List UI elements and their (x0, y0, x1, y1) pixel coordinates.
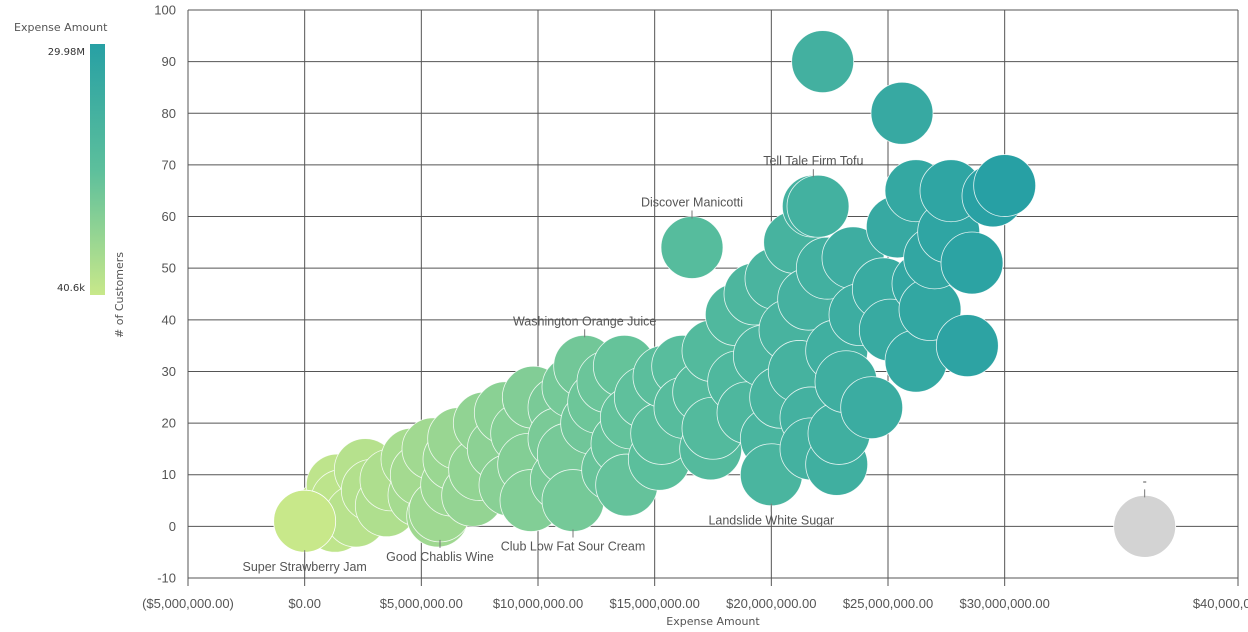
y-tick-label: 60 (162, 209, 176, 224)
annotation: Super Strawberry Jam (242, 550, 367, 574)
x-tick-label: $25,000,000.00 (843, 596, 933, 611)
annotation: Good Chablis Wine (386, 539, 494, 564)
legend-max-label: 29.98M (48, 47, 85, 58)
annotation-label: - (1143, 474, 1147, 488)
x-tick-label: $20,000,000.00 (726, 596, 816, 611)
annotation: Club Low Fat Sour Cream (501, 529, 646, 554)
x-axis-title: Expense Amount (666, 615, 760, 628)
x-tick-label: ($5,000,000.00) (142, 596, 234, 611)
bubble[interactable] (870, 81, 934, 145)
bubble[interactable] (840, 376, 904, 440)
x-tick-label: $10,000,000.00 (493, 596, 583, 611)
y-axis-ticks: -10 0 10 20 30 40 50 60 70 80 90 100 (154, 3, 176, 586)
legend-title: Expense Amount (14, 21, 108, 34)
x-tick-label: $15,000,000.00 (609, 596, 699, 611)
y-tick-label: 80 (162, 106, 176, 121)
y-tick-label: 10 (162, 467, 176, 482)
legend: Expense Amount 29.98M 40.6k (14, 21, 108, 295)
annotation-label: Good Chablis Wine (386, 550, 494, 564)
x-tick-label: $5,000,000.00 (380, 596, 463, 611)
y-axis-title: # of Customers (113, 252, 126, 338)
y-tick-label: 40 (162, 312, 176, 327)
annotation: Discover Manicotti (641, 196, 743, 219)
annotations: Tell Tale Firm Tofu Discover Manicotti Was… (242, 154, 1146, 574)
bubble[interactable] (273, 489, 337, 553)
annotation-label: Discover Manicotti (641, 196, 743, 210)
bubble[interactable] (660, 216, 724, 279)
bubble-null[interactable] (1113, 494, 1177, 558)
x-tick-label: $0.00 (288, 596, 321, 611)
annotation: Washington Orange Juice (513, 314, 656, 338)
y-tick-label: -10 (157, 571, 176, 586)
annotation: - (1143, 474, 1147, 498)
bubble[interactable] (973, 154, 1037, 217)
y-tick-label: 90 (162, 54, 176, 69)
annotation: Landslide White Sugar (708, 503, 834, 528)
annotation-label: Washington Orange Juice (513, 314, 656, 328)
bubbles (273, 30, 1177, 558)
y-tick-label: 100 (154, 3, 176, 18)
legend-color-bar (90, 44, 105, 295)
legend-min-label: 40.6k (57, 283, 85, 294)
annotation-label: Club Low Fat Sour Cream (501, 540, 646, 554)
x-tick-label: $30,000,000.00 (959, 596, 1049, 611)
x-tick-label: $40,000,000.00 (1193, 596, 1248, 611)
bubble[interactable] (940, 231, 1004, 295)
y-tick-label: 20 (162, 416, 176, 431)
y-tick-label: 30 (162, 364, 176, 379)
y-tick-label: 0 (169, 519, 176, 534)
y-tick-label: 50 (162, 261, 176, 276)
y-tick-label: 70 (162, 157, 176, 172)
annotation-label: Landslide White Sugar (708, 514, 834, 528)
x-axis-ticks: ($5,000,000.00) $0.00 $5,000,000.00 $10,000… (142, 578, 1248, 611)
bubble[interactable] (786, 174, 850, 238)
annotation: Tell Tale Firm Tofu (763, 154, 864, 178)
bubble[interactable] (935, 314, 999, 378)
bubble[interactable] (791, 30, 855, 94)
annotation-label: Tell Tale Firm Tofu (763, 154, 863, 168)
annotation-label: Super Strawberry Jam (242, 560, 366, 574)
